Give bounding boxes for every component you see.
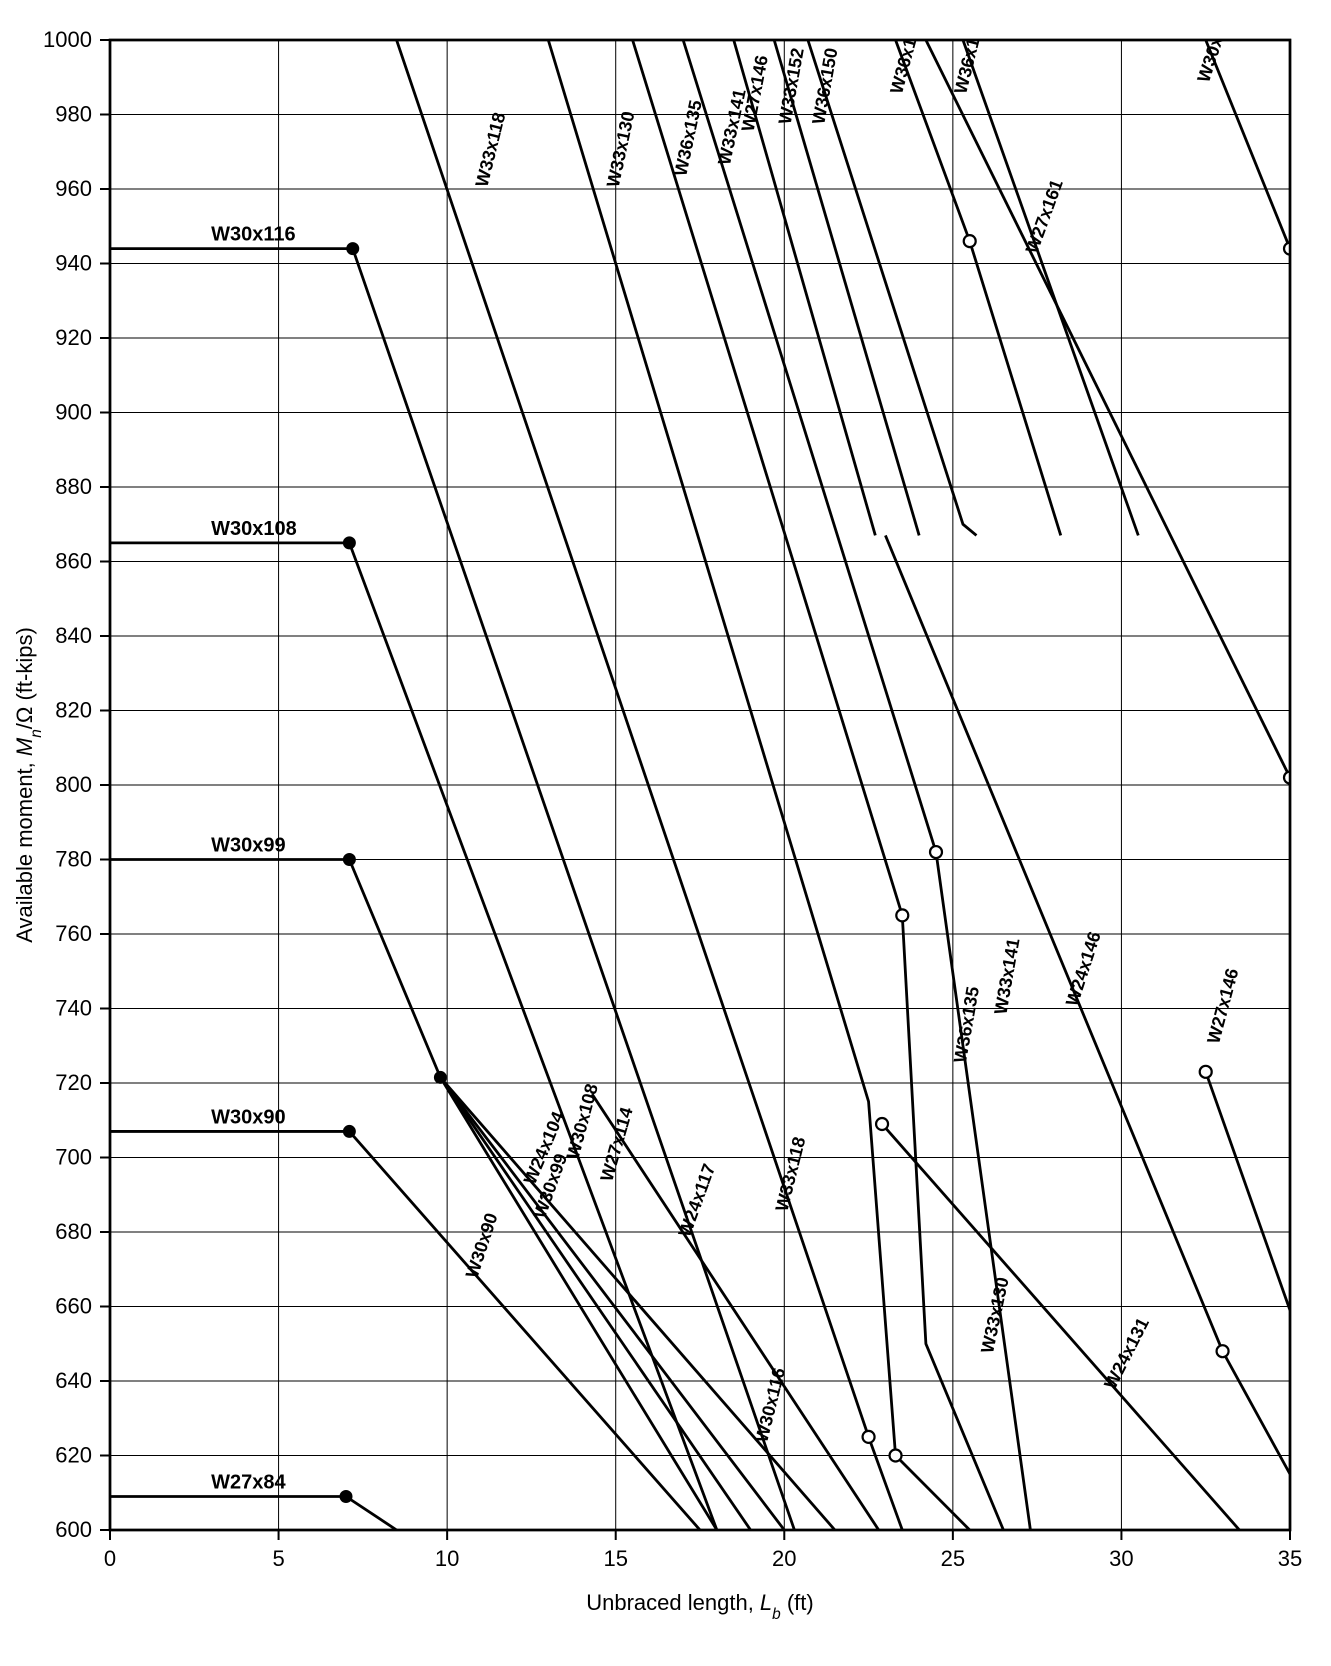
x-tick-label: 35 [1278, 1546, 1302, 1571]
marker-open [876, 1118, 888, 1130]
y-tick-label: 660 [55, 1294, 92, 1319]
marker-open [930, 846, 942, 858]
marker-filled [340, 1490, 352, 1502]
marker-open [964, 235, 976, 247]
y-tick-label: 780 [55, 847, 92, 872]
series-horiz-label: W30x116 [211, 224, 296, 246]
series-horiz-label: W30x108 [211, 518, 297, 540]
y-tick-label: 1000 [43, 27, 92, 52]
x-tick-label: 30 [1109, 1546, 1133, 1571]
y-tick-label: 960 [55, 176, 92, 201]
y-tick-label: 980 [55, 102, 92, 127]
chart-svg: 0 5 10 15 20 25 30 35 600 620 640 660 680 700 720 740 76… [0, 0, 1331, 1666]
y-tick-label: 600 [55, 1517, 92, 1542]
y-tick-label: 800 [55, 772, 92, 797]
marker-open [1200, 1066, 1212, 1078]
x-tick-label: 15 [603, 1546, 627, 1571]
series-horiz-label: W30x99 [211, 835, 286, 857]
y-tick-label: 860 [55, 549, 92, 574]
y-tick-label: 840 [55, 623, 92, 648]
x-tick-label: 0 [104, 1546, 116, 1571]
x-tick-label: 25 [941, 1546, 965, 1571]
y-tick-label: 940 [55, 251, 92, 276]
y-tick-label: 920 [55, 325, 92, 350]
series-horiz-label: W27x84 [211, 1471, 286, 1493]
y-tick-label: 700 [55, 1145, 92, 1170]
x-tick-label: 10 [435, 1546, 459, 1571]
marker-filled [347, 243, 359, 255]
y-tick-label: 880 [55, 474, 92, 499]
beam-moment-chart: 0 5 10 15 20 25 30 35 600 620 640 660 680 700 720 740 76… [0, 0, 1331, 1666]
marker-open [863, 1431, 875, 1443]
marker-open [1217, 1345, 1229, 1357]
y-tick-label: 620 [55, 1443, 92, 1468]
y-tick-label: 900 [55, 400, 92, 425]
x-tick-label: 20 [772, 1546, 796, 1571]
marker-open [890, 1450, 902, 1462]
y-tick-label: 820 [55, 698, 92, 723]
y-tick-label: 720 [55, 1070, 92, 1095]
y-tick-label: 740 [55, 996, 92, 1021]
y-tick-label: 760 [55, 921, 92, 946]
marker-filled [343, 537, 355, 549]
marker-filled [343, 1125, 355, 1137]
y-tick-label: 680 [55, 1219, 92, 1244]
marker-filled [343, 854, 355, 866]
marker-open [896, 909, 908, 921]
series-horiz-label: W30x90 [211, 1106, 286, 1128]
x-tick-label: 5 [272, 1546, 284, 1571]
y-tick-label: 640 [55, 1368, 92, 1393]
